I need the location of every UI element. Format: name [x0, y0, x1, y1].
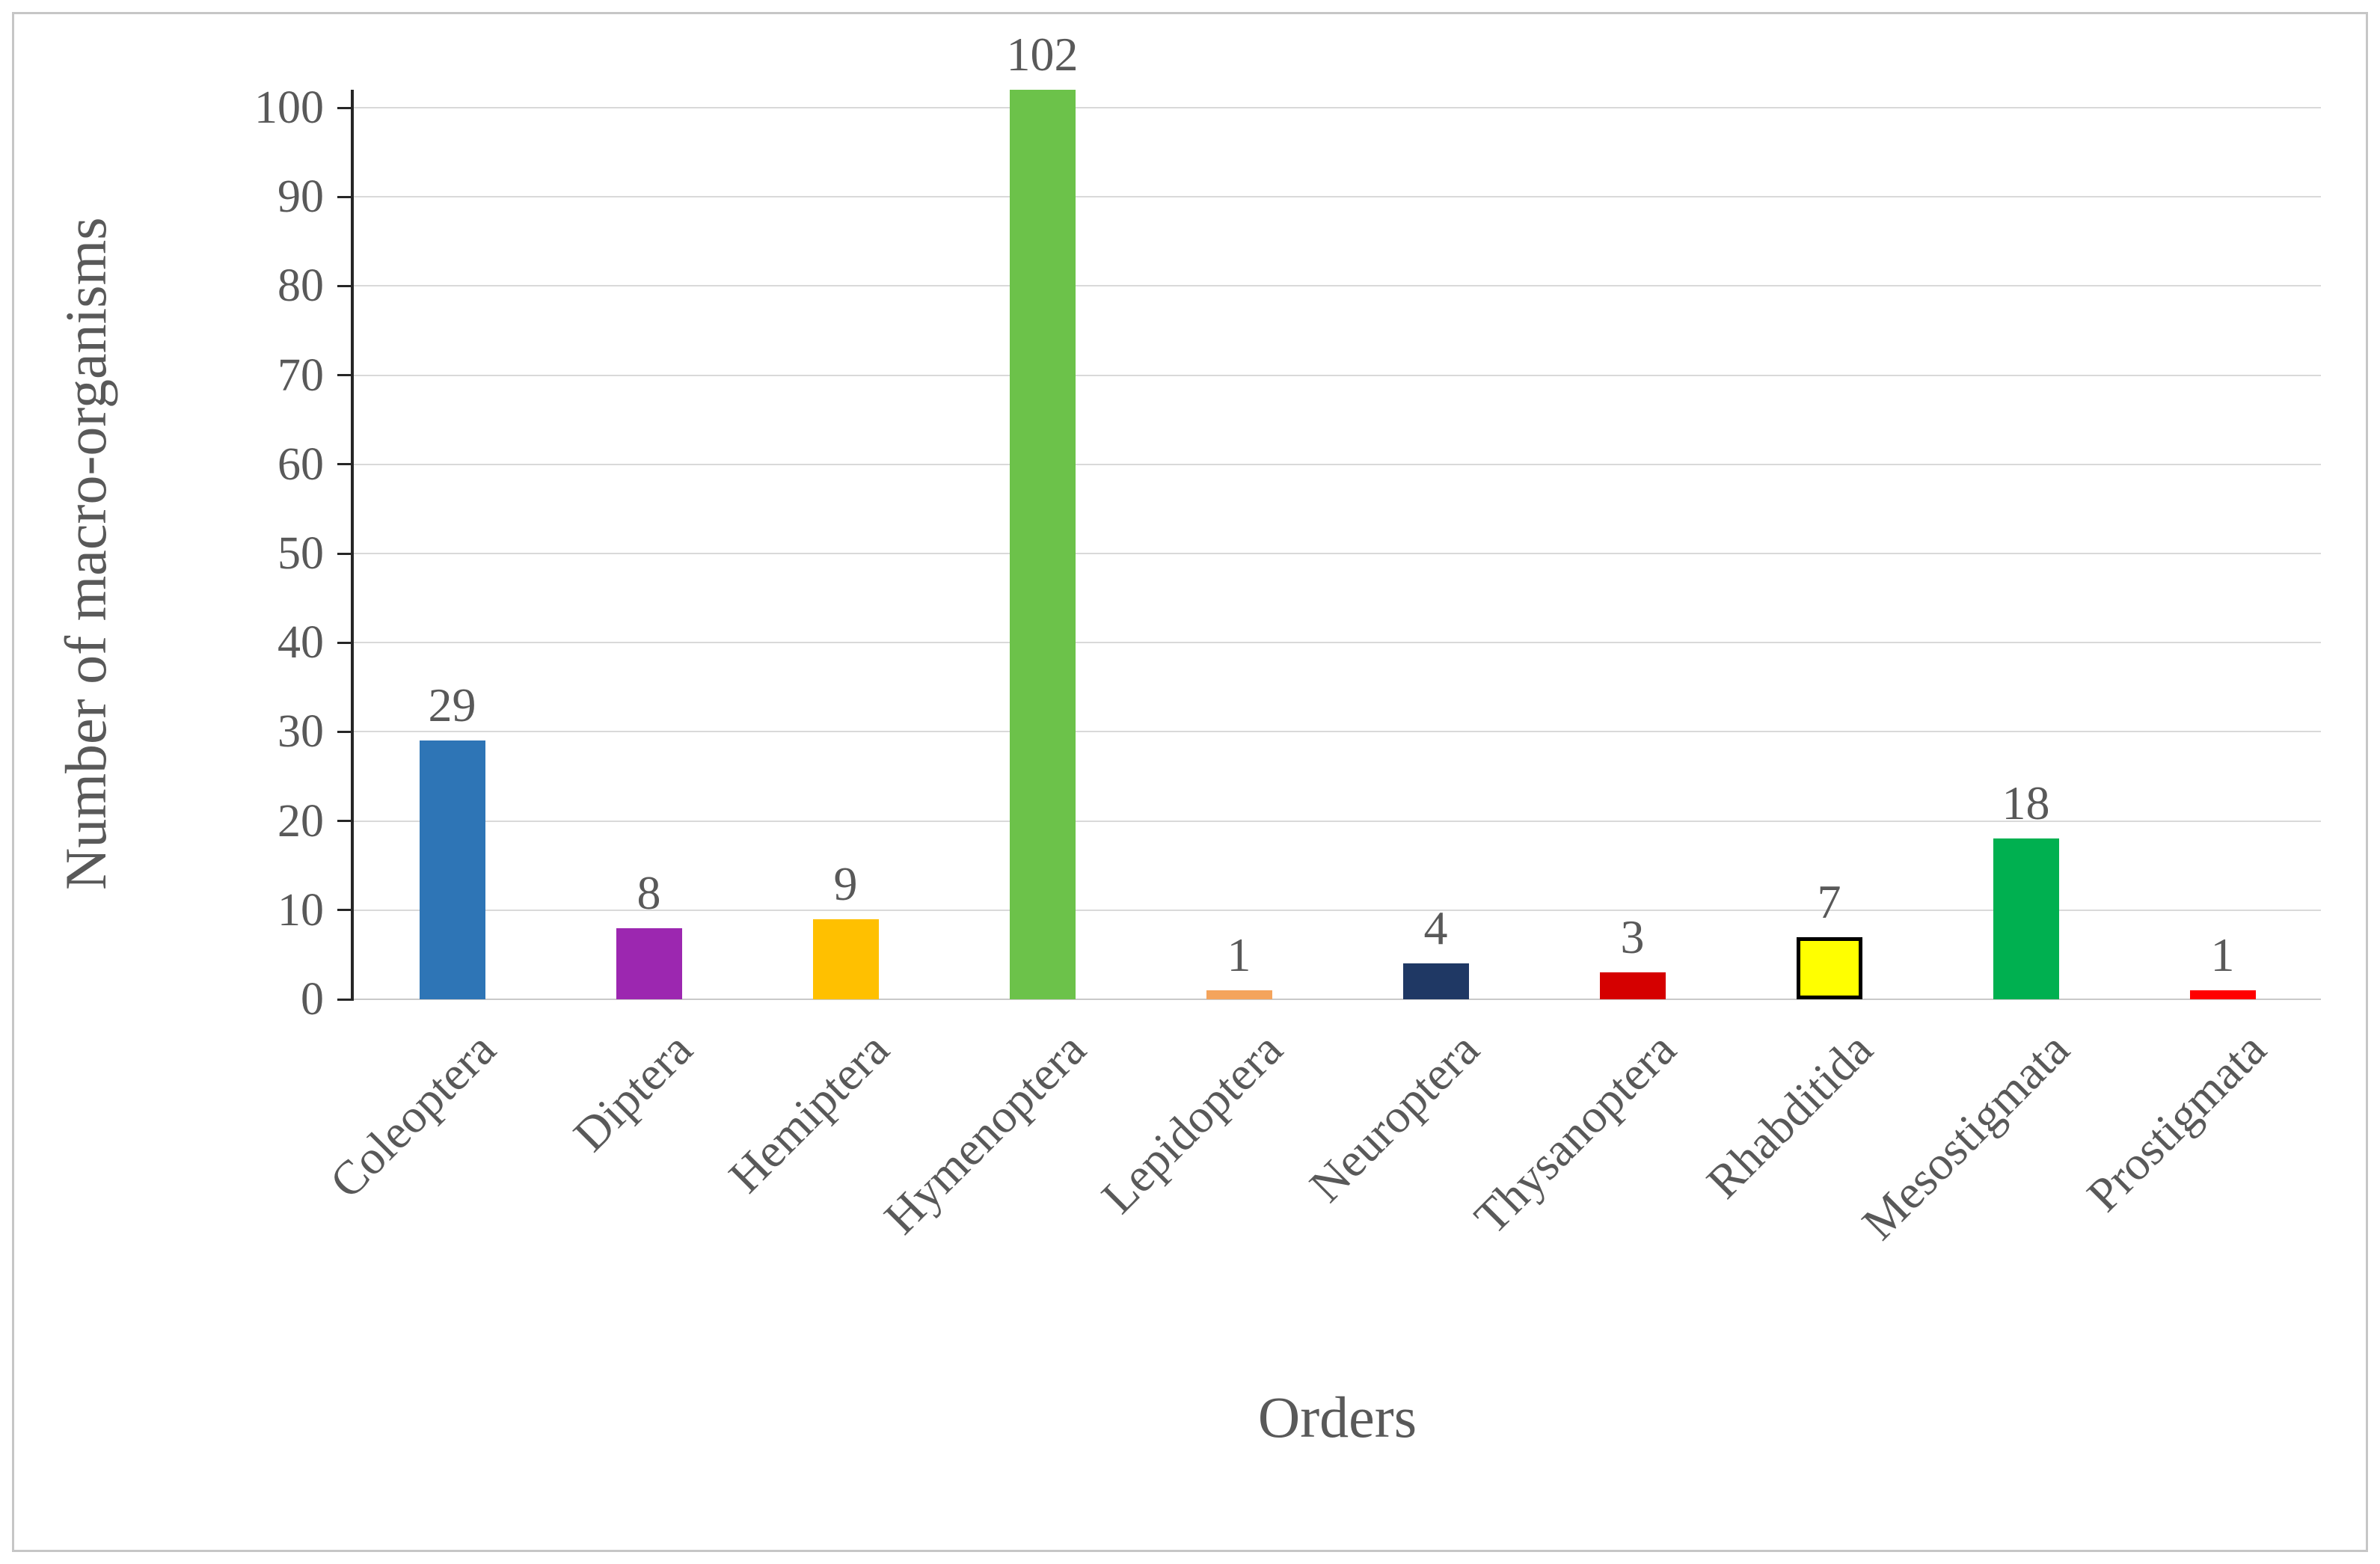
bar-lepidoptera: [1206, 990, 1272, 999]
bar-value-label-hemiptera: 9: [833, 856, 858, 910]
gridline-100: [354, 107, 2321, 108]
x-tick-label-neuroptera: Neuroptera: [1298, 1022, 1489, 1212]
bar-value-label-hymenoptera: 102: [1006, 28, 1079, 82]
x-axis-title: Orders: [1257, 1384, 1417, 1450]
bar-value-label-prostigmata: 1: [2210, 928, 2235, 982]
bar-value-label-rhabditida: 7: [1817, 874, 1841, 928]
y-tick-label-60: 60: [277, 438, 324, 490]
bar-value-label-lepidoptera: 1: [1227, 928, 1251, 982]
y-tick-label-80: 80: [277, 260, 324, 312]
bar-rhabditida: [1796, 936, 1862, 999]
x-tick-label-rhabditida: Rhabditida: [1696, 1022, 1883, 1209]
x-tick-label-diptera: Diptera: [562, 1022, 702, 1162]
y-tick-mark-90: [337, 195, 354, 198]
bar-hymenoptera: [1009, 90, 1076, 999]
x-tick-label-thysanoptera: Thysanoptera: [1463, 1022, 1686, 1245]
y-tick-mark-30: [337, 730, 354, 733]
y-tick-mark-80: [337, 284, 354, 287]
bar-value-label-mesostigmata: 18: [2002, 776, 2050, 830]
bar-value-label-diptera: 8: [637, 865, 661, 919]
bar-neuroptera: [1402, 963, 1469, 999]
bar-diptera: [616, 927, 682, 999]
gridline-80: [354, 285, 2321, 287]
y-tick-mark-100: [337, 106, 354, 109]
y-tick-label-90: 90: [277, 171, 324, 223]
y-tick-label-70: 70: [277, 349, 324, 401]
y-tick-label-20: 20: [277, 795, 324, 847]
gridline-40: [354, 642, 2321, 644]
x-tick-label-hemiptera: Hemiptera: [718, 1022, 899, 1203]
y-axis-line: [351, 90, 354, 999]
y-tick-label-100: 100: [254, 82, 324, 133]
gridline-30: [354, 731, 2321, 733]
y-tick-mark-70: [337, 374, 354, 377]
x-axis-line: [354, 999, 2321, 1000]
y-tick-label-40: 40: [277, 617, 324, 669]
y-tick-label-50: 50: [277, 528, 324, 579]
x-tick-label-hymenoptera: Hymenoptera: [873, 1022, 1096, 1245]
y-tick-label-30: 30: [277, 706, 324, 758]
bar-thysanoptera: [1599, 972, 1666, 999]
bar-value-label-coleoptera: 29: [428, 678, 476, 732]
x-tick-label-coleoptera: Coleoptera: [319, 1022, 506, 1209]
y-tick-mark-60: [337, 463, 354, 466]
gridline-10: [354, 909, 2321, 911]
x-tick-label-prostigmata: Prostigmata: [2076, 1022, 2276, 1222]
gridline-60: [354, 463, 2321, 465]
y-tick-mark-50: [337, 552, 354, 555]
gridline-90: [354, 196, 2321, 198]
y-tick-mark-40: [337, 641, 354, 644]
bar-value-label-neuroptera: 4: [1423, 901, 1448, 955]
gridline-50: [354, 553, 2321, 554]
y-tick-label-10: 10: [277, 884, 324, 936]
bar-coleoptera: [419, 740, 485, 999]
y-tick-mark-10: [337, 909, 354, 912]
gridline-70: [354, 374, 2321, 376]
bar-prostigmata: [2189, 990, 2256, 999]
gridline-20: [354, 820, 2321, 822]
y-tick-label-0: 0: [301, 974, 324, 1025]
x-tick-label-mesostigmata: Mesostigmata: [1851, 1022, 2079, 1250]
bar-hemiptera: [812, 919, 879, 999]
bar-mesostigmata: [1993, 838, 2059, 999]
x-tick-label-lepidoptera: Lepidoptera: [1091, 1022, 1292, 1224]
y-tick-mark-20: [337, 820, 354, 823]
y-axis-title: Number of macro-organisms: [53, 217, 118, 890]
y-tick-mark-0: [337, 998, 354, 1001]
bar-value-label-thysanoptera: 3: [1620, 910, 1645, 964]
